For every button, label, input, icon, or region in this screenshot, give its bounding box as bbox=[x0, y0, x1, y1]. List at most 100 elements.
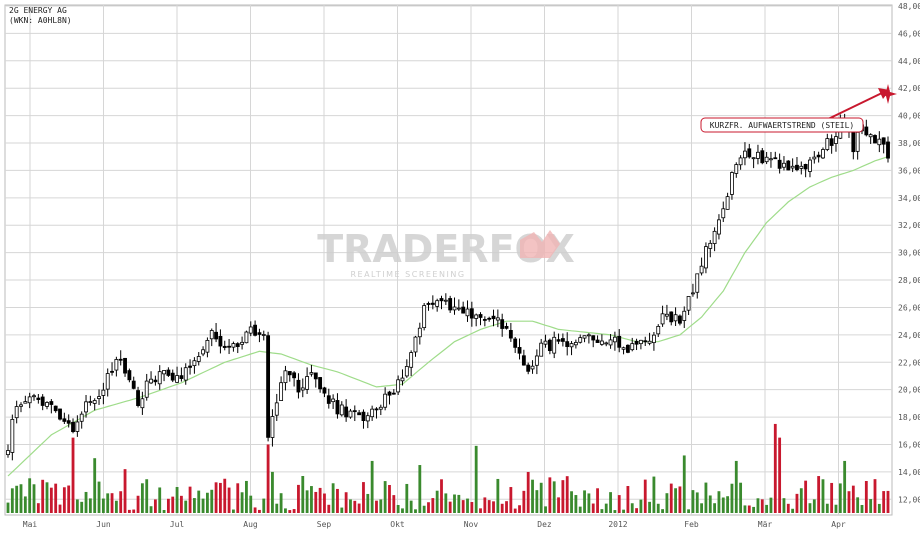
candle-body bbox=[118, 358, 123, 361]
candle-body bbox=[40, 396, 45, 406]
candle bbox=[335, 393, 340, 419]
grid-lines bbox=[5, 5, 892, 515]
x-axis: Mai Jun Jul Aug Sep Okt Nov Dez 2012 Feb Mär Apr bbox=[23, 520, 846, 529]
candle bbox=[769, 151, 773, 168]
candle-body bbox=[790, 165, 795, 169]
candle bbox=[578, 334, 583, 344]
candlesticks bbox=[6, 113, 890, 461]
candle-body bbox=[526, 364, 531, 372]
volume-bar bbox=[80, 501, 84, 513]
candle-body bbox=[435, 300, 440, 307]
volume-bar bbox=[769, 497, 773, 513]
candle bbox=[422, 303, 427, 331]
candle-body bbox=[53, 405, 58, 412]
volume-bar bbox=[362, 482, 365, 513]
candle bbox=[764, 151, 769, 165]
candle-body bbox=[413, 336, 418, 353]
candle-body bbox=[400, 377, 405, 382]
candle-body bbox=[32, 395, 36, 398]
candle bbox=[32, 393, 36, 401]
volume-bar bbox=[71, 437, 75, 513]
candle bbox=[756, 144, 760, 165]
candle bbox=[370, 405, 375, 421]
watermark-subtext: REALTIME SCREENING bbox=[350, 270, 465, 279]
y-tick-label: 30,00 bbox=[898, 249, 920, 258]
candle bbox=[157, 365, 162, 390]
candle bbox=[409, 350, 414, 377]
x-tick-label: Jul bbox=[170, 520, 185, 529]
candle bbox=[153, 375, 158, 386]
candle bbox=[118, 350, 123, 366]
trend-star-icon bbox=[879, 84, 897, 104]
candle-body bbox=[500, 319, 505, 329]
candle-body bbox=[292, 372, 297, 379]
volume-bar bbox=[470, 502, 474, 513]
candle-body bbox=[612, 336, 617, 343]
candle bbox=[717, 214, 721, 240]
candle-body bbox=[660, 313, 665, 325]
volume-bar bbox=[375, 500, 378, 513]
y-tick-label: 48,00 bbox=[898, 2, 920, 11]
candle bbox=[586, 333, 591, 344]
volume-bar bbox=[544, 506, 547, 513]
candle bbox=[383, 387, 388, 411]
candle-body bbox=[227, 345, 232, 348]
candle-body bbox=[669, 311, 674, 323]
candle bbox=[396, 375, 401, 396]
x-tick-label: Mär bbox=[758, 520, 773, 529]
volume-bar bbox=[140, 483, 144, 513]
volume-bar bbox=[62, 487, 66, 513]
candle-body bbox=[296, 379, 301, 393]
candle bbox=[799, 161, 804, 175]
candle-body bbox=[114, 359, 119, 371]
candle-body bbox=[248, 326, 253, 334]
volume-bar bbox=[700, 503, 704, 513]
candle bbox=[448, 295, 453, 313]
candle-body bbox=[712, 230, 717, 244]
volume-bar bbox=[28, 478, 32, 513]
y-tick-label: 16,00 bbox=[898, 440, 920, 449]
candle bbox=[691, 283, 695, 297]
candle-body bbox=[647, 340, 652, 344]
watermark-fox-icon bbox=[520, 230, 560, 258]
y-tick-label: 38,00 bbox=[898, 139, 920, 148]
candle bbox=[92, 398, 97, 411]
volume-bar bbox=[32, 484, 36, 513]
candle-body bbox=[357, 412, 362, 416]
candle-body bbox=[452, 306, 457, 311]
candle-body bbox=[378, 406, 383, 410]
candle-body bbox=[678, 315, 682, 324]
candle bbox=[339, 401, 344, 417]
candle bbox=[201, 346, 205, 357]
candle-body bbox=[695, 273, 700, 293]
volume-bar bbox=[765, 504, 769, 513]
candle-body bbox=[396, 379, 401, 393]
volume-bar bbox=[505, 501, 508, 513]
candle-body bbox=[504, 326, 509, 329]
volume-bar bbox=[327, 504, 331, 513]
candle bbox=[66, 414, 71, 428]
candle bbox=[452, 297, 457, 315]
candle bbox=[790, 158, 795, 173]
candle-body bbox=[313, 372, 318, 380]
candle bbox=[218, 329, 223, 354]
candle-body bbox=[422, 305, 427, 329]
candle bbox=[808, 156, 812, 178]
candle bbox=[478, 312, 483, 326]
volume-bar bbox=[791, 508, 795, 513]
y-tick-label: 24,00 bbox=[898, 331, 920, 340]
candle-body bbox=[443, 299, 448, 302]
volume-bar bbox=[843, 460, 847, 513]
candle bbox=[313, 372, 318, 388]
candle bbox=[886, 136, 890, 163]
volume-bar bbox=[201, 498, 205, 513]
candle bbox=[209, 328, 214, 347]
y-tick-label: 32,00 bbox=[898, 221, 920, 230]
candle bbox=[686, 296, 691, 315]
candle bbox=[825, 133, 830, 152]
volume-bar bbox=[613, 510, 617, 513]
volume-bar bbox=[349, 499, 352, 513]
volume-bar bbox=[383, 481, 387, 513]
